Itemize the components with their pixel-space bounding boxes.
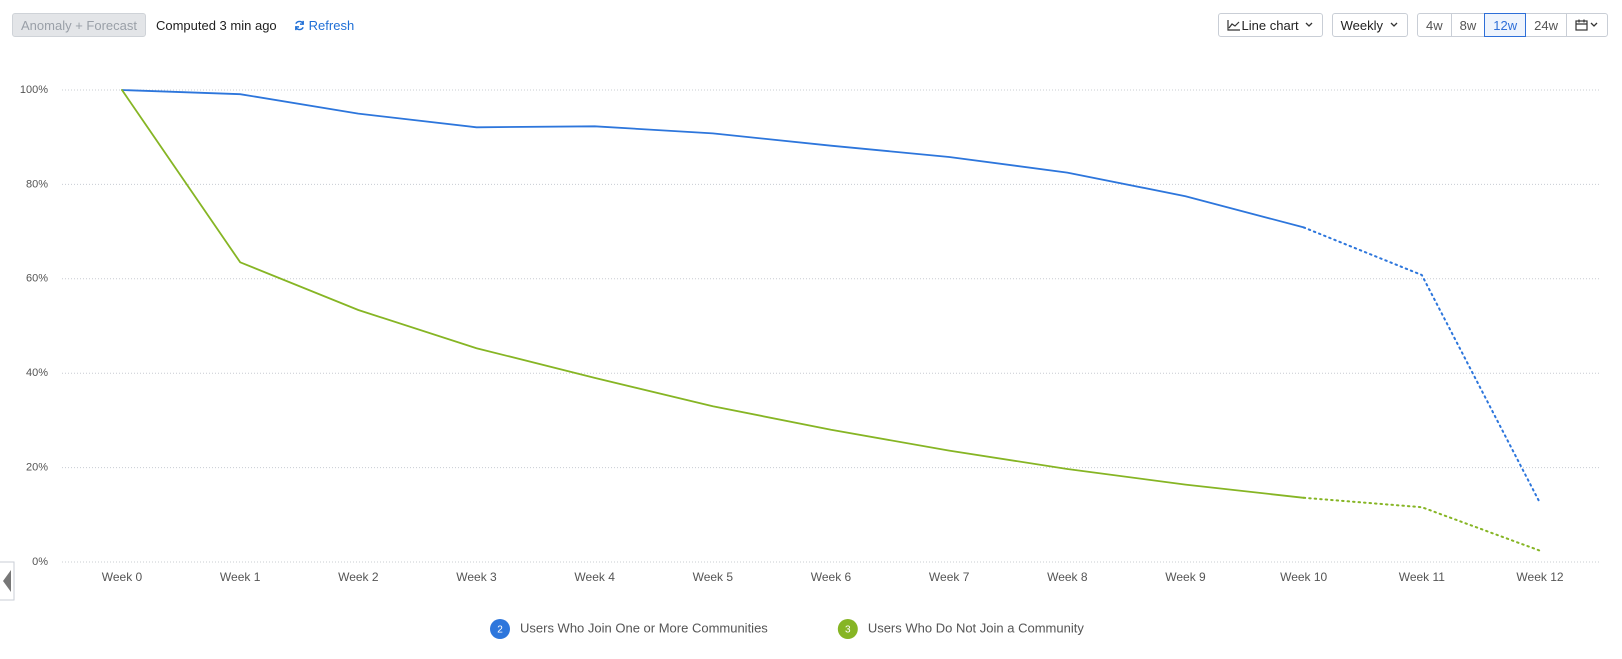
chart-type-label: Line chart <box>1241 17 1299 33</box>
legend-badge-label: 2 <box>497 625 503 636</box>
calendar-icon <box>1575 19 1598 31</box>
legend-label: Users Who Do Not Join a Community <box>868 620 1085 635</box>
forecast-line <box>1302 496 1541 552</box>
interval-dropdown[interactable]: Weekly <box>1331 13 1409 37</box>
x-tick-label: Week 12 <box>1516 570 1563 584</box>
range-button[interactable]: 12w <box>1484 13 1527 37</box>
refresh-icon <box>294 20 304 30</box>
anomaly-toggle[interactable]: Anomaly + Forecast <box>12 13 146 37</box>
chart-type-dropdown[interactable]: Line chart <box>1217 13 1323 37</box>
range-selector: 4w 8w 12w 24w <box>1417 13 1608 37</box>
legend-badge <box>837 619 858 639</box>
chevron <box>1390 22 1398 27</box>
refresh-link[interactable]: Refresh <box>294 17 355 33</box>
y-tick-label: 80% <box>26 178 48 190</box>
legend-label: Users Who Join One or More Communities <box>520 620 768 635</box>
x-tick-label: Week 8 <box>1047 570 1088 584</box>
x-tick-label: Week 3 <box>456 570 497 584</box>
x-tick-label: Week 1 <box>220 570 261 584</box>
x-tick-label: Week 9 <box>1165 570 1206 584</box>
range-button[interactable]: 24w <box>1525 13 1567 37</box>
y-tick-label: 40% <box>26 367 48 379</box>
y-tick-label: 60% <box>26 273 48 285</box>
range-button[interactable]: 4w <box>1417 13 1452 37</box>
legend-item[interactable]: 2 Users Who Join One or More Communities <box>490 619 768 639</box>
legend-badge <box>490 619 510 639</box>
forecast-line <box>1302 226 1541 504</box>
x-tick-label: Week 2 <box>338 570 379 584</box>
x-tick-label: Week 5 <box>693 570 734 584</box>
computed-status: Computed 3 min ago <box>155 17 277 33</box>
y-tick-label: 20% <box>26 462 48 474</box>
x-tick-label: Week 6 <box>811 570 852 584</box>
side-tab-arrow <box>3 570 11 592</box>
x-tick-label: Week 4 <box>574 570 615 584</box>
x-tick-label: Week 11 <box>1399 570 1446 584</box>
toolbar-right: Line chart Weekly 4w 8w 12w 24w <box>1217 13 1608 37</box>
series-line <box>121 89 1305 499</box>
x-tick-label: Week 0 <box>102 570 143 584</box>
series-line <box>121 89 1305 229</box>
legend-item[interactable]: 3 Users Who Do Not Join a Community <box>837 619 1085 639</box>
refresh-label: Refresh <box>308 17 355 33</box>
x-tick-label: Week 7 <box>929 570 970 584</box>
toolbar-left: Anomaly + Forecast Computed 3 min ago Re… <box>12 13 354 37</box>
interval-label: Weekly <box>1340 17 1384 33</box>
chevron <box>1305 22 1313 27</box>
legend: 2 Users Who Join One or More Communities 3… <box>490 619 1084 639</box>
x-tick-label: Week 10 <box>1280 570 1327 584</box>
y-tick-label: 0% <box>32 556 48 568</box>
line-icon <box>1226 19 1240 31</box>
legend-badge-label: 3 <box>845 625 851 636</box>
y-tick-label: 100% <box>20 84 48 96</box>
date-picker[interactable] <box>1566 13 1608 37</box>
